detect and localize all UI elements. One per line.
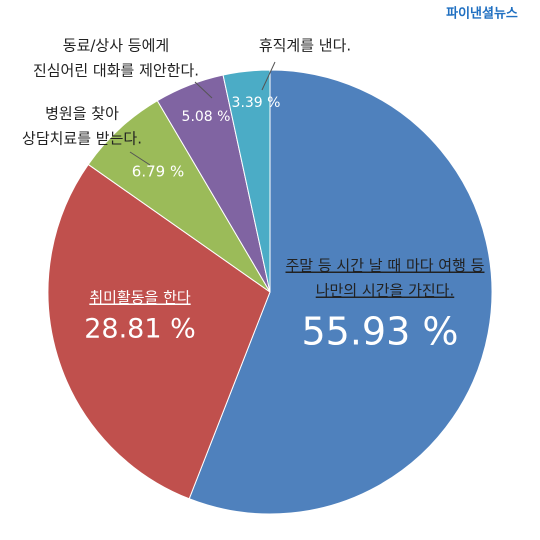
leader-line [129,151,151,166]
value-label: 3.39 % [232,95,281,111]
category-label: 주말 등 시간 날 때 마다 여행 등 [286,257,485,275]
leader-line [194,81,213,99]
value-label: 5.08 % [182,109,231,125]
category-label: 휴직계를 낸다. [259,37,351,55]
leader-line [261,61,276,91]
pie-slice [222,69,271,293]
value-label: 28.81 % [84,314,196,345]
leader-lines [129,61,276,166]
category-label: 병원을 찾아 [45,105,119,123]
category-label: 상담치료를 받는다. [22,130,142,148]
pie-slice [47,163,271,500]
category-label: 나만의 시간을 가진다. [316,282,455,300]
source: 파이낸셜뉴스 [446,6,518,22]
pie [47,69,493,515]
category-label: 진심어린 대화를 제안한다. [33,62,199,80]
category-label: 취미활동을 한다 [89,289,191,307]
category-label: 동료/상사 등에게 [63,37,169,55]
value-label: 6.79 % [132,163,184,181]
value-label: 55.93 % [302,310,459,354]
pie-slice [188,69,493,515]
